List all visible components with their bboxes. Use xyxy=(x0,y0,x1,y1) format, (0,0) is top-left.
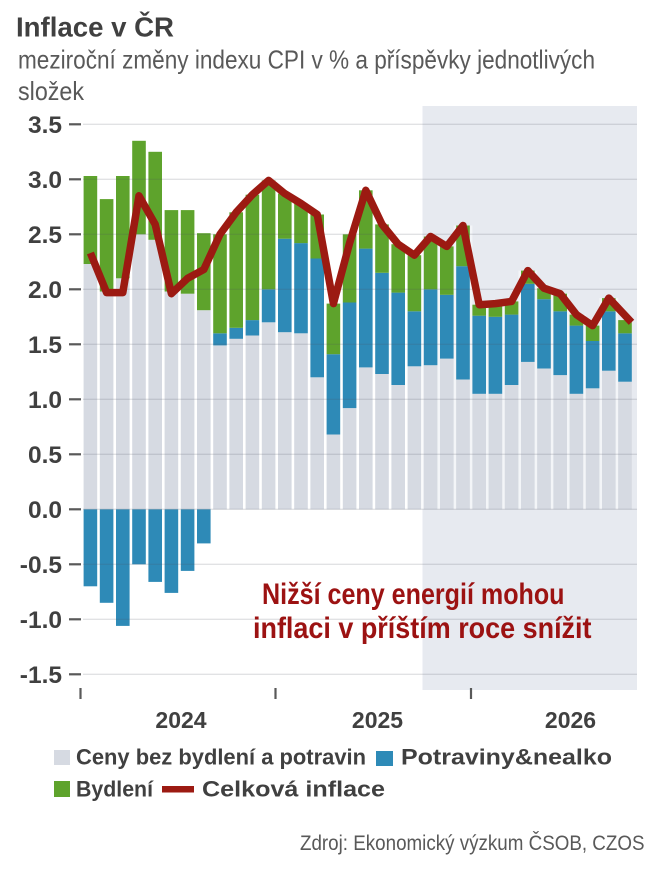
svg-text:3.0: 3.0 xyxy=(28,167,62,194)
svg-text:2.0: 2.0 xyxy=(28,277,62,304)
svg-text:Inflace v ČR: Inflace v ČR xyxy=(16,11,174,43)
svg-text:0.5: 0.5 xyxy=(28,442,62,469)
svg-text:Potraviny&nealko: Potraviny&nealko xyxy=(401,745,612,770)
svg-text:0.0: 0.0 xyxy=(28,497,62,524)
svg-text:Celková inflace: Celková inflace xyxy=(202,777,385,802)
svg-text:Ceny bez bydlení a potravin: Ceny bez bydlení a potravin xyxy=(76,745,366,770)
svg-text:2026: 2026 xyxy=(545,707,596,733)
svg-text:3.5: 3.5 xyxy=(28,112,62,139)
svg-text:Nižší ceny energií mohou: Nižší ceny energií mohou xyxy=(262,578,565,611)
svg-text:složek: složek xyxy=(18,76,85,106)
svg-text:meziroční změny indexu CPI v %: meziroční změny indexu CPI v % a příspěv… xyxy=(18,45,595,75)
svg-text:2.5: 2.5 xyxy=(28,222,62,249)
svg-text:1.5: 1.5 xyxy=(28,332,62,359)
svg-text:-1.0: -1.0 xyxy=(20,607,62,634)
svg-text:Bydlení: Bydlení xyxy=(76,777,154,802)
svg-text:inflaci v příštím roce snížit: inflaci v příštím roce snížit xyxy=(253,612,592,645)
svg-text:2024: 2024 xyxy=(155,707,206,733)
svg-text:-1.5: -1.5 xyxy=(20,662,62,689)
svg-text:1.0: 1.0 xyxy=(28,387,62,414)
svg-text:2025: 2025 xyxy=(352,707,403,733)
svg-text:Zdroj: Ekonomický výzkum ČSOB,: Zdroj: Ekonomický výzkum ČSOB, CZOS xyxy=(300,832,645,855)
svg-text:-0.5: -0.5 xyxy=(20,552,62,579)
